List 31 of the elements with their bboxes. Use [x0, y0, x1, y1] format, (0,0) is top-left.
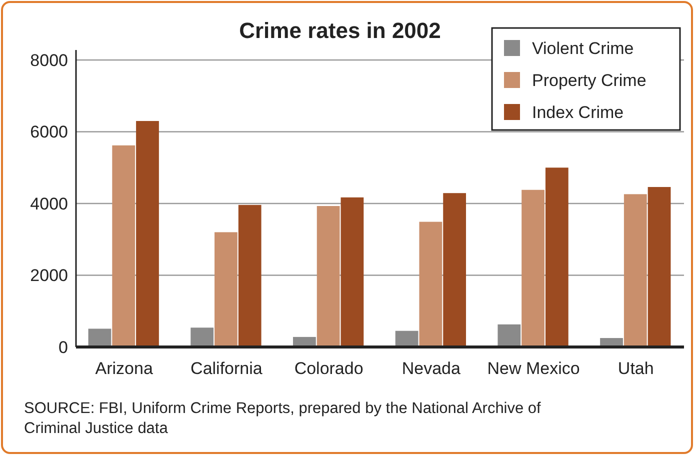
bar: [443, 193, 466, 347]
bar: [498, 324, 521, 347]
bar: [419, 222, 442, 347]
x-tick-label: California: [190, 359, 263, 378]
bar: [340, 197, 364, 347]
bar: [522, 190, 544, 347]
x-tick-label: Utah: [618, 359, 654, 378]
bar: [238, 204, 262, 347]
legend-label: Property Crime: [532, 70, 646, 90]
bar: [136, 120, 159, 347]
x-tick-label: New Mexico: [487, 359, 580, 378]
legend-label: Violent Crime: [532, 38, 634, 58]
legend-label: Index Crime: [532, 102, 624, 122]
y-tick-label: 4000: [30, 194, 68, 214]
x-tick-label: Arizona: [95, 359, 154, 378]
x-tick-label: Nevada: [402, 359, 462, 378]
y-tick-label: 2000: [30, 266, 68, 286]
bar: [316, 206, 340, 347]
bar: [214, 232, 238, 347]
bar: [88, 328, 112, 347]
chart-title: Crime rates in 2002: [239, 18, 441, 43]
x-tick-label: Colorado: [294, 359, 364, 378]
y-tick-label: 0: [58, 338, 68, 357]
y-tick-label: 6000: [30, 122, 68, 142]
bar: [190, 328, 214, 347]
bar: [545, 168, 568, 347]
bar: [648, 186, 671, 347]
bar: [624, 194, 647, 347]
bar: [112, 145, 136, 347]
y-tick-label: 8000: [30, 50, 68, 70]
source-note: SOURCE: FBI, Uniform Crime Reports, prepared by the National Archive of Criminal Justice data: [24, 400, 542, 437]
